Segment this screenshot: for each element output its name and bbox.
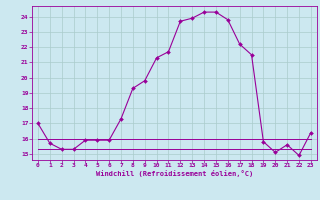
X-axis label: Windchill (Refroidissement éolien,°C): Windchill (Refroidissement éolien,°C)	[96, 170, 253, 177]
